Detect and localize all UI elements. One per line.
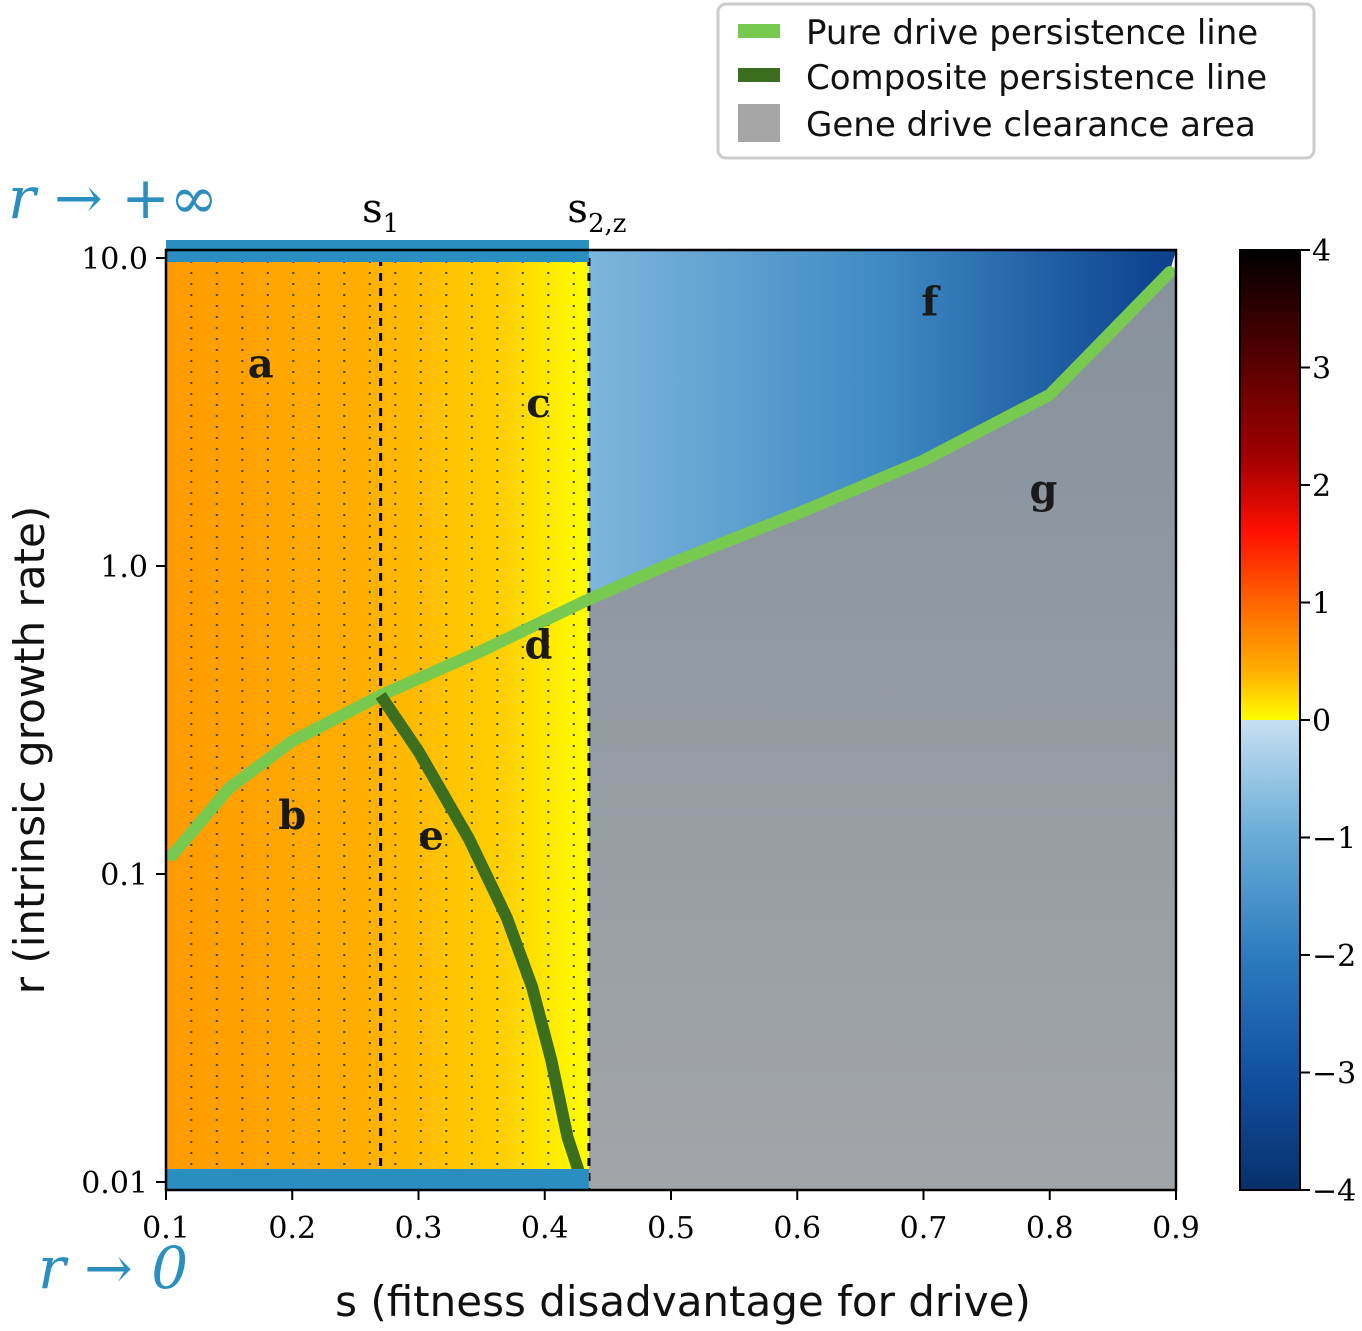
legend-label-composite: Composite persistence line	[806, 58, 1267, 98]
x-axis-ticks: 0.1 0.2 0.3 0.4 0.5 0.6 0.7 0.8 0.9	[142, 1190, 1200, 1246]
legend-swatch-composite	[738, 68, 780, 82]
legend-label-clearance: Gene drive clearance area	[806, 105, 1256, 145]
composite-persistence-line	[375, 692, 586, 1178]
y-tick-label: 0.1	[100, 858, 148, 893]
x-tick-label: 0.6	[773, 1211, 821, 1246]
colorbar-tick-label: 2	[1312, 469, 1331, 504]
pure-drive-persistence-line	[166, 266, 1176, 862]
colorbar	[1239, 249, 1301, 1191]
colorbar-ticks: 4 3 2 1 0 −1 −2 −3 −4	[1300, 234, 1356, 1209]
legend: Pure drive persistence line Composite pe…	[716, 2, 1316, 160]
colorbar-tick-label: 0	[1312, 704, 1331, 739]
x-tick-label: 0.3	[395, 1211, 443, 1246]
r-zero-label: r → 0	[38, 1234, 188, 1302]
colorbar-tick-label: −1	[1312, 822, 1356, 857]
region-label-g: g	[1029, 466, 1057, 513]
y-tick-label: 0.01	[81, 1166, 148, 1201]
colorbar-tick-label: 4	[1312, 234, 1331, 269]
colorbar-tick-label: 1	[1312, 587, 1331, 622]
x-tick-label: 0.4	[521, 1211, 569, 1246]
region-label-a: a	[248, 340, 274, 387]
colorbar-tick-label: 3	[1312, 352, 1331, 387]
region-label-e: e	[418, 813, 443, 860]
colorbar-tick-label: −3	[1312, 1057, 1356, 1092]
x-tick-label: 0.9	[1152, 1211, 1200, 1246]
colorbar-tick-label: −4	[1312, 1174, 1356, 1209]
clearance-area	[588, 272, 1176, 1190]
legend-label-pure: Pure drive persistence line	[806, 13, 1258, 53]
x-tick-label: 0.1	[142, 1211, 190, 1246]
legend-swatch-clearance	[738, 104, 780, 142]
s1-label: s1	[362, 186, 399, 239]
r-zero-bar	[166, 1169, 589, 1191]
x-axis-title: s (fitness disadvantage for drive)	[335, 1277, 1031, 1326]
region-labels: a b c d e f g	[248, 279, 1058, 860]
x-tick-label: 0.7	[900, 1211, 948, 1246]
region-label-d: d	[524, 622, 552, 669]
colorbar-tick-label: −2	[1312, 939, 1356, 974]
drive-extinction-region	[588, 250, 1176, 600]
drive-persistence-region	[166, 250, 589, 1190]
region-label-f: f	[921, 279, 941, 326]
r-infinity-label: r → +∞	[8, 164, 218, 232]
x-tick-label: 0.2	[268, 1211, 316, 1246]
x-tick-label: 0.8	[1026, 1211, 1074, 1246]
s2z-label: s2,z	[567, 186, 626, 239]
y-tick-label: 10.0	[81, 242, 148, 277]
region-label-b: b	[278, 792, 306, 839]
region-label-c: c	[526, 380, 550, 427]
y-tick-label: 1.0	[100, 550, 148, 585]
x-tick-label: 0.5	[647, 1211, 695, 1246]
legend-swatch-pure	[738, 24, 780, 38]
y-axis-ticks: 0.01 0.1 1.0 10.0	[81, 242, 166, 1201]
y-axis-title: r (intrinsic growth rate)	[5, 506, 54, 995]
